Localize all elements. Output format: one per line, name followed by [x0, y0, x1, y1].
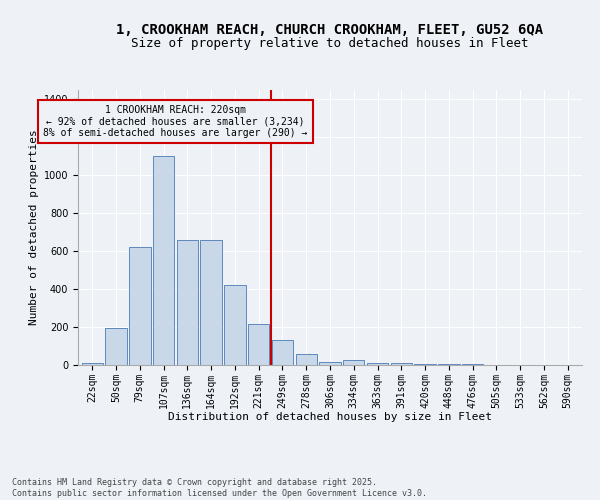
- Bar: [82, 363, 103, 365]
- Bar: [129, 248, 151, 365]
- Text: Size of property relative to detached houses in Fleet: Size of property relative to detached ho…: [131, 38, 529, 51]
- Bar: [248, 324, 269, 365]
- Text: 1, CROOKHAM REACH, CHURCH CROOKHAM, FLEET, GU52 6QA: 1, CROOKHAM REACH, CHURCH CROOKHAM, FLEE…: [116, 22, 544, 36]
- Text: Contains HM Land Registry data © Crown copyright and database right 2025.
Contai: Contains HM Land Registry data © Crown c…: [12, 478, 427, 498]
- Bar: [438, 364, 460, 365]
- Bar: [200, 240, 222, 365]
- X-axis label: Distribution of detached houses by size in Fleet: Distribution of detached houses by size …: [168, 412, 492, 422]
- Bar: [319, 362, 341, 365]
- Bar: [367, 363, 388, 365]
- Y-axis label: Number of detached properties: Number of detached properties: [29, 130, 40, 326]
- Bar: [106, 328, 127, 365]
- Bar: [462, 364, 484, 365]
- Bar: [415, 364, 436, 365]
- Bar: [153, 156, 174, 365]
- Bar: [224, 286, 245, 365]
- Bar: [343, 360, 364, 365]
- Text: 1 CROOKHAM REACH: 220sqm
← 92% of detached houses are smaller (3,234)
8% of semi: 1 CROOKHAM REACH: 220sqm ← 92% of detach…: [43, 105, 308, 138]
- Bar: [296, 354, 317, 365]
- Bar: [272, 340, 293, 365]
- Bar: [391, 363, 412, 365]
- Bar: [176, 240, 198, 365]
